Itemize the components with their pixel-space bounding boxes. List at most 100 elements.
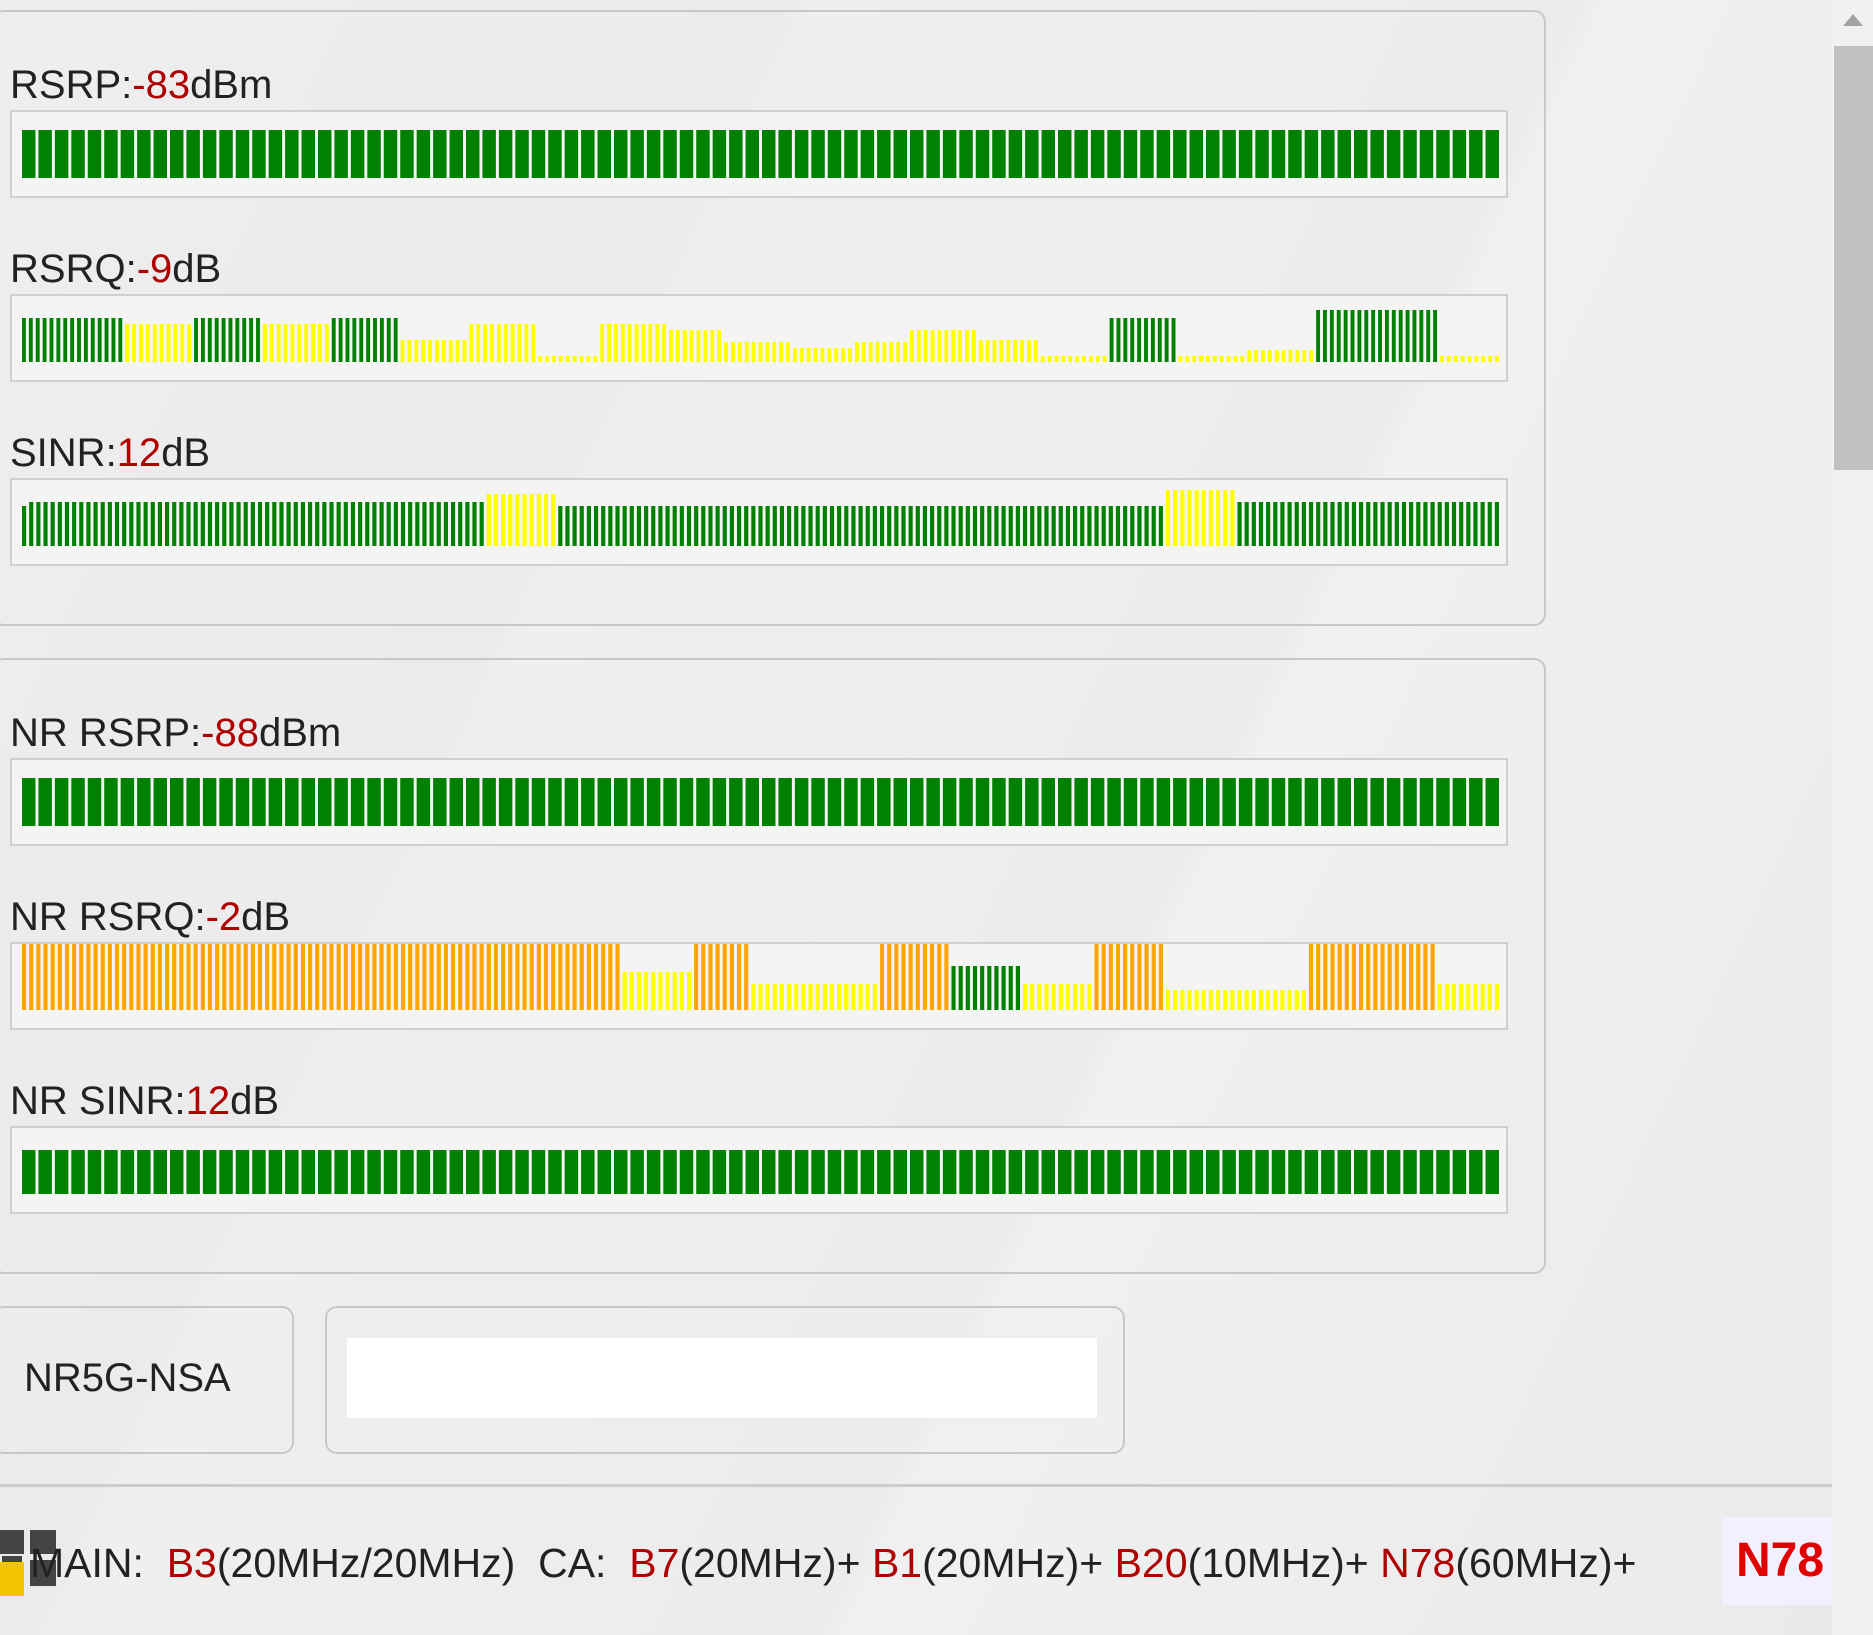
signal-bar	[367, 130, 381, 178]
signal-bar	[1058, 1150, 1072, 1194]
signal-bar	[172, 502, 177, 546]
signal-bar	[219, 1150, 233, 1194]
signal-bar	[501, 944, 506, 1010]
signal-bar	[1212, 356, 1217, 362]
signal-bar	[779, 506, 785, 546]
signal-bar	[908, 944, 913, 1010]
signal-bar	[1403, 130, 1417, 178]
signal-bar	[581, 130, 595, 178]
signal-bar	[1144, 506, 1149, 546]
signal-bar	[1280, 502, 1285, 546]
signal-bar	[1309, 350, 1314, 362]
signal-bar	[1173, 990, 1178, 1010]
signal-bar	[170, 1150, 184, 1194]
signal-bar	[71, 130, 85, 178]
signal-bar	[1370, 130, 1384, 178]
signal-bar	[318, 130, 332, 178]
signal-bar	[1351, 944, 1357, 1010]
signal-bar	[1140, 778, 1154, 826]
signal-bar	[1271, 778, 1286, 826]
signal-bar	[994, 506, 999, 546]
signal-bar	[219, 130, 233, 178]
signal-bar	[166, 324, 171, 362]
band-info: MAIN: B3(20MHz/20MHz) CA: B7(20MHz)+ B1(…	[30, 1540, 1636, 1587]
signal-bar	[564, 778, 579, 826]
signal-bar	[129, 944, 134, 1010]
signal-bar	[614, 778, 628, 826]
signal-bar	[972, 966, 978, 1010]
signal-bar	[1194, 990, 1199, 1010]
app-logo-icon	[0, 1530, 56, 1596]
signal-bar	[279, 502, 284, 546]
signal-bar	[214, 318, 219, 362]
signal-bar	[1473, 984, 1478, 1010]
signal-bar	[486, 494, 491, 546]
signal-bar	[1041, 778, 1055, 826]
signal-bar	[329, 502, 334, 546]
signal-bar	[515, 494, 520, 546]
signal-bar	[614, 1150, 628, 1194]
signal-bar	[987, 966, 992, 1010]
signal-bar	[1116, 318, 1121, 362]
signal-bar	[501, 494, 506, 546]
signal-bar	[1216, 990, 1221, 1010]
signal-bar	[104, 1150, 118, 1194]
signal-bar	[508, 494, 513, 546]
signal-bar	[1223, 490, 1228, 546]
signal-bar	[307, 502, 313, 546]
signal-bar	[493, 494, 499, 546]
signal-bar	[136, 502, 141, 546]
signal-bar	[56, 318, 61, 362]
signal-bar	[1451, 502, 1457, 546]
signal-bar	[372, 944, 377, 1010]
signal-bar	[272, 502, 277, 546]
signal-bar	[435, 340, 439, 362]
signal-bar	[252, 1150, 266, 1194]
signal-bar	[153, 1150, 167, 1194]
signal-bar	[765, 342, 770, 362]
signal-bar	[1495, 356, 1499, 362]
signal-bar	[522, 944, 527, 1010]
signal-bar	[429, 502, 434, 546]
signal-bar	[1426, 310, 1431, 362]
signal-bar	[334, 130, 348, 178]
signal-bar	[479, 944, 484, 1010]
signal-bar	[71, 1150, 85, 1194]
signal-bar	[293, 502, 298, 546]
signal-bar	[1230, 490, 1235, 546]
signal-bar	[70, 318, 75, 362]
signal-bar	[1123, 506, 1128, 546]
signal-bar	[1013, 340, 1018, 362]
signal-bar	[297, 324, 302, 362]
signal-bar	[1037, 984, 1042, 1010]
signal-bar	[265, 502, 270, 546]
signal-bar	[1288, 130, 1302, 178]
signal-bar	[593, 506, 599, 546]
signal-bar	[1082, 356, 1086, 362]
signal-bar	[86, 944, 91, 1010]
signal-bar	[848, 348, 852, 362]
signal-bar	[50, 944, 55, 1010]
signal-bar	[992, 130, 1006, 178]
signal-bar	[379, 944, 384, 1010]
signal-bar	[712, 130, 727, 178]
signal-bar	[57, 944, 62, 1010]
signal-bar	[844, 778, 858, 826]
signal-bar	[268, 130, 283, 178]
signal-bar	[515, 1150, 529, 1194]
signal-bar	[436, 944, 441, 1010]
signal-bar	[1051, 984, 1056, 1010]
signal-bar	[173, 324, 178, 362]
signal-bar	[663, 130, 677, 178]
nr-rsrq-bars	[22, 944, 1499, 1010]
signal-bar	[1485, 778, 1499, 826]
signal-bar	[285, 130, 299, 178]
signal-bar	[311, 324, 315, 362]
signal-bar	[1107, 778, 1121, 826]
scroll-up-arrow-icon[interactable]	[1843, 14, 1863, 26]
signal-bar	[765, 506, 770, 546]
scrollbar-thumb[interactable]	[1834, 46, 1873, 470]
signal-bar	[813, 348, 818, 362]
signal-bar	[1466, 502, 1471, 546]
signal-bar	[729, 778, 743, 826]
